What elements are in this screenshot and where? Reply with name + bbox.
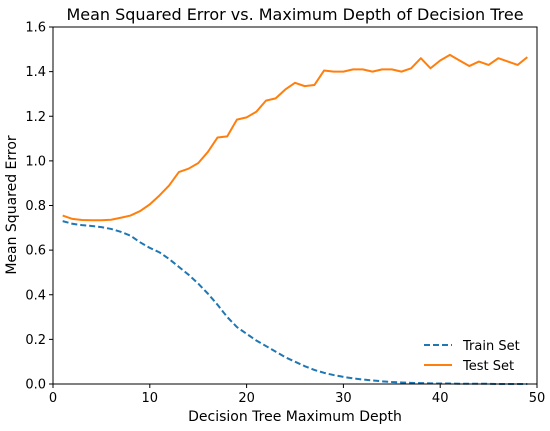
- y-tick-label: 0.2: [25, 333, 46, 348]
- series-line-train-set: [62, 220, 528, 385]
- x-tick-label: 10: [142, 391, 159, 406]
- x-tick-label: 30: [335, 391, 352, 406]
- x-tick-label: 40: [432, 391, 449, 406]
- y-tick-label: 1.0: [25, 154, 46, 169]
- x-tick-label: 20: [238, 391, 255, 406]
- plot-area: [52, 26, 538, 385]
- x-axis: 0 10 20 30 40 50: [49, 384, 545, 406]
- y-tick-label: 1.2: [25, 110, 46, 125]
- x-tick-label: 50: [529, 391, 546, 406]
- legend: Train Set Test Set: [424, 339, 520, 374]
- y-tick-label: 0.0: [25, 378, 46, 393]
- chart-title: Mean Squared Error vs. Maximum Depth of …: [66, 5, 523, 24]
- y-tick-label: 0.6: [25, 244, 46, 259]
- x-axis-label: Decision Tree Maximum Depth: [188, 409, 402, 425]
- y-axis-label: Mean Squared Error: [4, 135, 20, 275]
- y-tick-label: 0.8: [25, 199, 46, 214]
- x-tick-label: 0: [49, 391, 57, 406]
- legend-label: Train Set: [462, 339, 520, 354]
- plot-frame: [52, 26, 538, 385]
- series-layer: [62, 53, 528, 385]
- y-axis: 0.0 0.2 0.4 0.6 0.8 1.0 1.2 1.4 1.6: [25, 21, 53, 393]
- y-tick-label: 1.6: [25, 21, 46, 36]
- series-line-test-set: [62, 53, 528, 222]
- y-tick-label: 1.4: [25, 65, 46, 80]
- legend-label: Test Set: [462, 359, 514, 374]
- y-tick-label: 0.4: [25, 288, 46, 303]
